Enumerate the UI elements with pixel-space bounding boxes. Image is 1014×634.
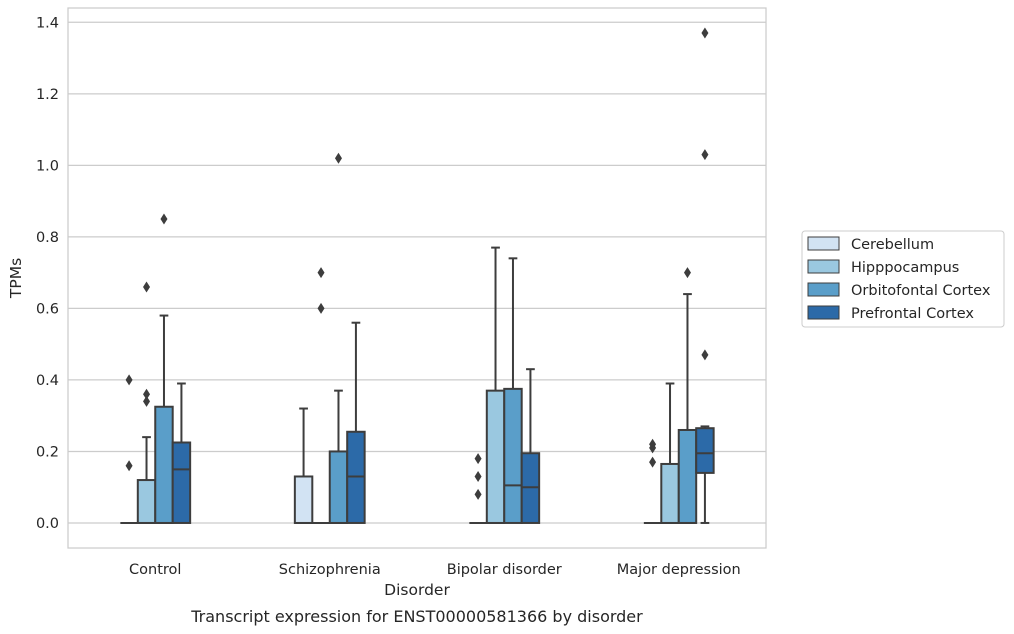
y-axis-label: TPMs: [7, 258, 25, 299]
legend-frame: [801, 230, 1005, 328]
outlier-point: [143, 388, 151, 400]
box-body: [677, 428, 698, 524]
box-prefrontal-cortex: [520, 368, 541, 524]
box-body: [485, 389, 506, 524]
outlier-point: [649, 456, 657, 468]
box-orbitofontal-cortex: [503, 257, 523, 524]
box-cerebellum: [120, 374, 138, 524]
legend-swatch: [807, 236, 840, 251]
box-orbitofontal-cortex: [328, 152, 349, 524]
box-body: [293, 475, 314, 524]
box-hipppocampus: [485, 246, 506, 524]
legend-swatch: [807, 282, 840, 297]
outlier-point: [317, 267, 325, 279]
y-tick-label: 0.4: [36, 373, 59, 389]
outlier-point: [317, 302, 325, 314]
outlier-point: [143, 395, 151, 407]
plot-frame: [67, 7, 767, 549]
outlier-point: [474, 453, 482, 465]
y-tick-label: 0.8: [36, 230, 59, 246]
box-orbitofontal-cortex: [154, 213, 174, 524]
outlier-point: [701, 27, 709, 39]
outlier-point: [649, 438, 657, 450]
box-hipppocampus: [312, 267, 330, 524]
box-cerebellum: [643, 438, 662, 524]
box-body: [660, 462, 680, 524]
legend: Cerebellum Hipppocampus Orbitofontal Corte…: [801, 230, 1005, 328]
x-tick-label: Schizophrenia: [279, 562, 381, 578]
box-orbitofontal-cortex: [677, 267, 698, 524]
outlier-point: [683, 267, 691, 279]
y-tick-label: 1.4: [36, 15, 59, 31]
y-tick-labels: 0.0 0.2 0.4 0.6 0.8 1.0 1.2 1.4: [36, 15, 59, 532]
legend-swatch: [807, 305, 840, 320]
outlier-point: [701, 349, 709, 361]
x-tick-label: Major depression: [617, 562, 741, 578]
outlier-point: [160, 213, 168, 225]
legend-label: Prefrontal Cortex: [851, 306, 974, 322]
x-axis-label: Disorder: [384, 581, 450, 599]
outlier-point: [474, 470, 482, 482]
box-hipppocampus: [136, 281, 157, 524]
outlier-point: [125, 374, 133, 386]
box-body: [136, 479, 157, 524]
outlier-point: [701, 149, 709, 161]
box-cerebellum: [469, 453, 487, 524]
y-tick-label: 0.2: [36, 444, 59, 460]
y-tick-label: 1.2: [36, 87, 59, 103]
box-prefrontal-cortex: [171, 382, 192, 524]
box-prefrontal-cortex: [695, 27, 715, 524]
box-prefrontal-cortex: [346, 321, 366, 524]
legend-label: Hipppocampus: [851, 260, 959, 276]
y-tick-label: 0.0: [36, 516, 59, 532]
box-body: [154, 405, 174, 524]
legend-swatch: [807, 259, 840, 274]
y-tick-label: 0.6: [36, 301, 59, 317]
legend-label: Orbitofontal Cortex: [851, 283, 991, 299]
box-body: [328, 450, 349, 524]
box-body: [695, 427, 715, 474]
x-tick-label: Bipolar disorder: [447, 562, 562, 578]
box-hipppocampus: [660, 382, 680, 524]
box-plot-series: [120, 27, 715, 524]
box-body: [171, 441, 192, 524]
y-tick-label: 1.0: [36, 158, 59, 174]
legend-label: Cerebellum: [851, 237, 934, 253]
outlier-point: [125, 460, 133, 472]
figure-caption: Transcript expression for ENST0000058136…: [190, 607, 643, 626]
x-tick-labels: Control Schizophrenia Bipolar disorder Majo…: [129, 562, 741, 578]
outlier-point: [334, 152, 342, 164]
outlier-point: [474, 488, 482, 500]
outlier-point: [143, 281, 151, 293]
x-tick-label: Control: [129, 562, 181, 578]
box-cerebellum: [293, 407, 314, 524]
box-body: [503, 387, 523, 524]
